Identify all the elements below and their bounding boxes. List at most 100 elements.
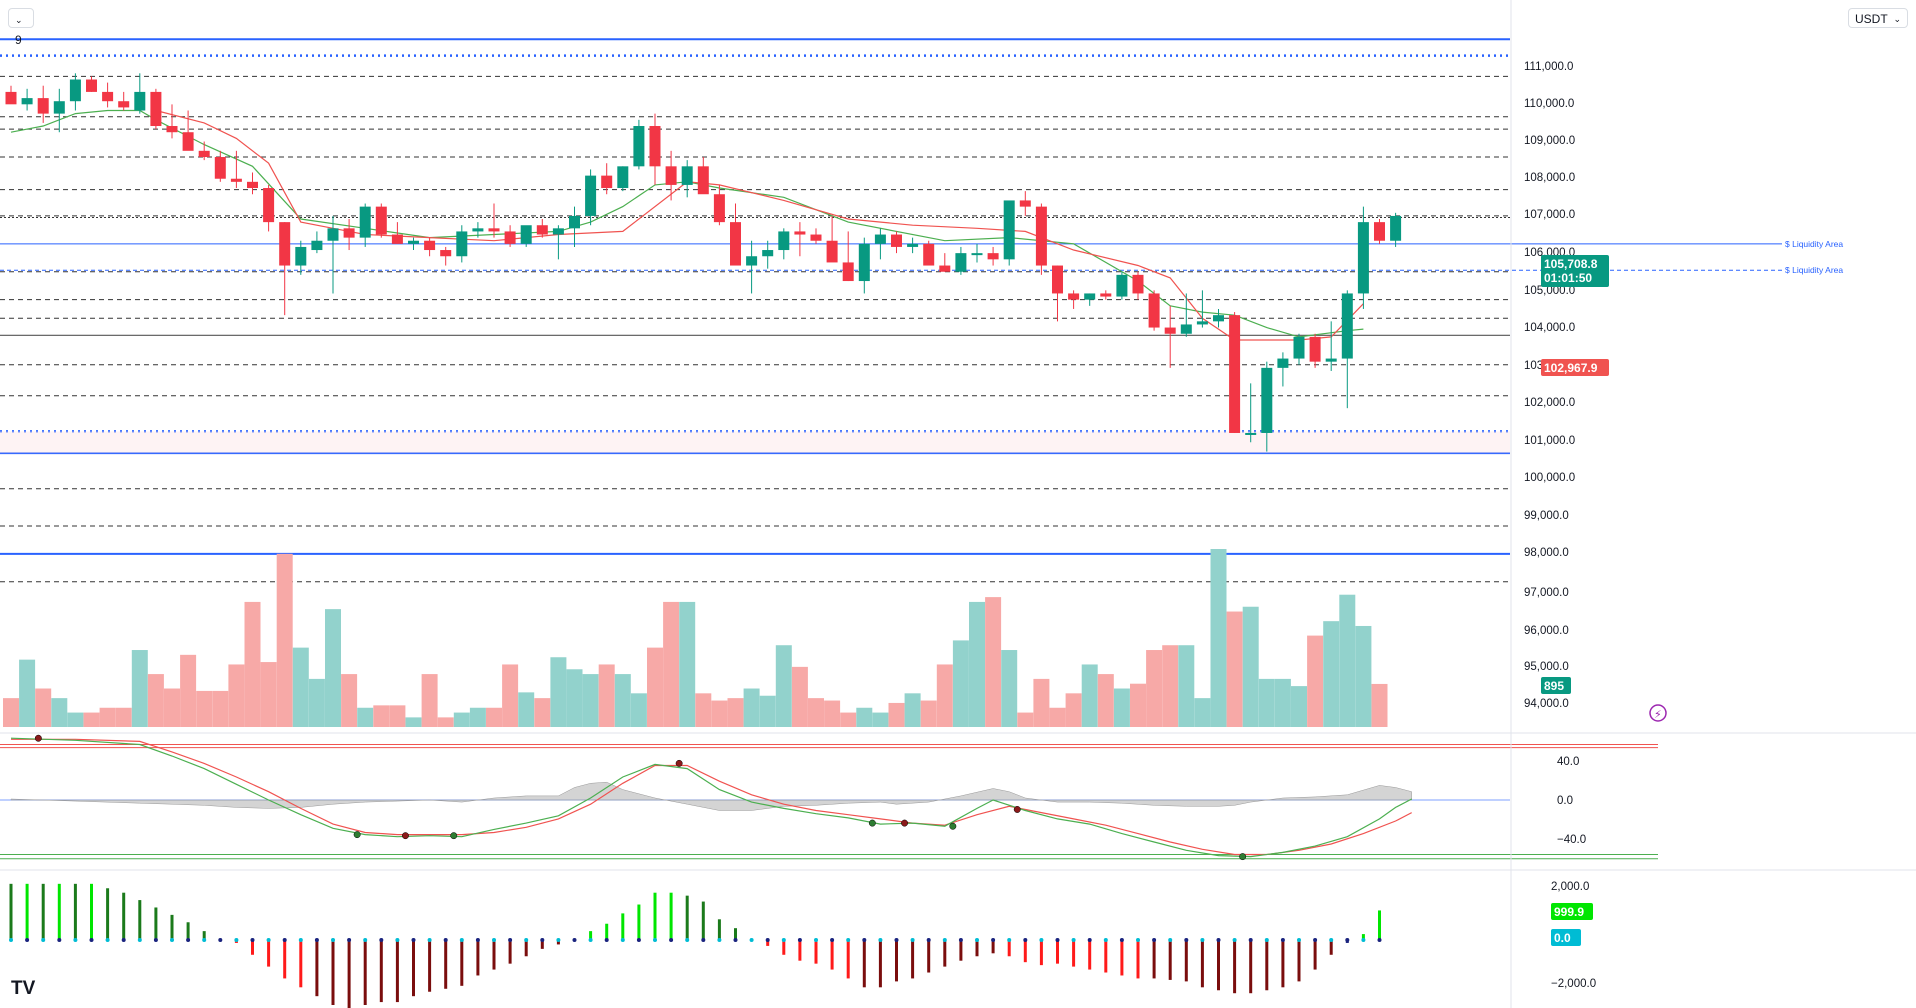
candle-body <box>488 228 500 232</box>
candle-body <box>21 98 33 105</box>
hist-tick: −2,000.0 <box>1551 978 1596 990</box>
zero-dot <box>894 938 899 942</box>
volume-bar <box>969 601 985 727</box>
volume-bar <box>453 712 470 727</box>
volume-bar <box>518 692 535 727</box>
zero-dot <box>942 938 947 942</box>
price-tick: 104,000.0 <box>1524 322 1575 334</box>
price-tick: 107,000.0 <box>1524 209 1575 221</box>
volume-bar <box>502 664 519 727</box>
zero-dot <box>379 938 384 942</box>
candle-body <box>778 231 790 251</box>
interval-selector[interactable]: ⌄ 9 <box>8 8 34 47</box>
candle-body <box>601 175 613 189</box>
volume-bar <box>276 553 293 727</box>
volume-bar <box>1307 635 1324 727</box>
zero-dot <box>797 938 802 942</box>
candlesticks[interactable] <box>5 73 1402 452</box>
volume-bar <box>824 700 841 727</box>
volume-bar <box>180 654 197 727</box>
zero-dot <box>669 938 674 942</box>
volume-bar <box>598 664 615 727</box>
candle-body <box>375 206 387 235</box>
candle-body <box>1293 336 1305 359</box>
volume-bars <box>3 549 1388 727</box>
zero-dot <box>508 938 513 942</box>
tradingview-logo[interactable]: TV <box>11 978 36 999</box>
candle-body <box>746 256 758 266</box>
candle-body <box>971 253 983 256</box>
osc-cross-marker <box>402 832 409 840</box>
candle-body <box>504 231 516 244</box>
volume-bar <box>936 664 953 727</box>
price-levels <box>0 38 1510 583</box>
zero-dot <box>1136 938 1140 942</box>
volume-bar <box>1371 683 1388 727</box>
zero-dot <box>186 938 191 942</box>
zero-dot <box>1039 938 1044 942</box>
volume-bar <box>35 688 52 727</box>
hist-tick: 2,000.0 <box>1551 881 1589 893</box>
volume-bar <box>389 705 406 727</box>
zero-dot <box>314 938 319 942</box>
candle-body <box>134 91 146 111</box>
volume-bar <box>1323 621 1340 727</box>
osc-fast-line <box>10 737 1412 858</box>
currency-selector[interactable]: USDT ⌄ <box>1848 8 1908 28</box>
candle-body <box>1164 327 1176 334</box>
candle-body <box>1196 321 1208 325</box>
volume-bar <box>647 647 663 727</box>
zero-dot <box>1055 938 1060 942</box>
last-price-tag-bg <box>1541 255 1609 287</box>
candle-body <box>198 150 210 158</box>
zero-dot <box>958 938 963 942</box>
price-tick: 111,000.0 <box>1524 61 1573 73</box>
zero-dot <box>1377 938 1382 942</box>
candle-body <box>1341 293 1353 359</box>
volume-bar <box>1242 606 1259 727</box>
price-tick: 96,000.0 <box>1524 625 1569 637</box>
candle-body <box>569 215 580 229</box>
hist-value-tag-text: 999.9 <box>1554 905 1584 919</box>
volume-bar <box>952 640 969 727</box>
candle-body <box>295 246 307 266</box>
candle-body <box>456 231 468 257</box>
volume-bar <box>99 707 116 727</box>
price-tick: 99,000.0 <box>1524 510 1569 522</box>
zero-dot <box>1361 938 1366 942</box>
volume-bar <box>196 690 213 727</box>
volume-bar <box>759 695 776 727</box>
zero-dot <box>395 938 400 942</box>
osc-tick: 0.0 <box>1557 795 1573 807</box>
zero-dot <box>443 938 448 942</box>
candle-body <box>810 234 822 241</box>
volume-bar <box>679 601 696 727</box>
hist-zero-tag-text: 0.0 <box>1554 931 1571 945</box>
zero-dot <box>170 938 174 942</box>
candle-body <box>343 228 355 238</box>
hist-zero-tag-bg <box>1551 929 1581 946</box>
zero-dot <box>1103 938 1108 942</box>
zero-dot <box>1264 938 1269 942</box>
candle-body <box>5 91 17 105</box>
zero-dot <box>717 938 722 942</box>
volume-bar <box>164 688 180 727</box>
volume-bar <box>695 693 712 727</box>
candle-body <box>391 234 403 244</box>
zero-dot <box>137 938 142 942</box>
volume-bar <box>1097 674 1114 727</box>
candle-body <box>1213 315 1224 322</box>
price-tick: 109,000.0 <box>1524 135 1575 147</box>
histogram-pane <box>0 869 1916 1008</box>
candle-body <box>1374 222 1385 241</box>
zero-dot <box>266 938 271 942</box>
price-axis[interactable]: 111,000.0 110,000.0 109,000.0 108,000.0 107,… <box>1510 0 1596 1008</box>
zero-dot <box>459 938 464 942</box>
zero-dot <box>878 938 883 942</box>
zero-dot <box>540 938 545 942</box>
zero-dot <box>814 938 818 942</box>
ma-value-tag-bg <box>1541 359 1609 376</box>
price-tick: 110,000.0 <box>1524 98 1574 110</box>
candle-body <box>633 126 645 167</box>
